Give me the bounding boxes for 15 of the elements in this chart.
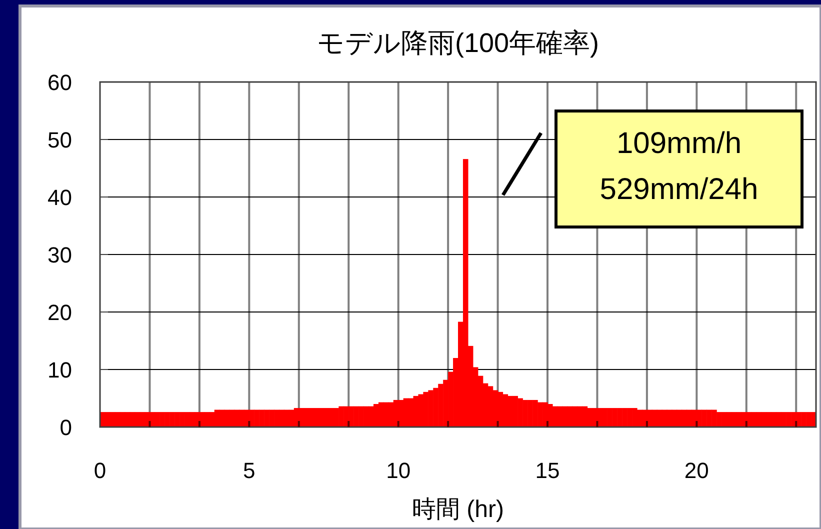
y-tick-label: 10 — [48, 358, 72, 382]
x-axis-title: 時間 (hr) — [412, 496, 504, 523]
y-tick-label: 50 — [48, 128, 72, 152]
x-tick-label: 0 — [94, 458, 106, 483]
chart-title: モデル降雨(100年確率) — [316, 28, 600, 58]
x-tick-label: 10 — [386, 458, 411, 483]
x-tick-label: 15 — [535, 458, 560, 483]
y-tick-label: 60 — [48, 70, 72, 95]
y-tick-label: 20 — [48, 300, 72, 325]
x-tick-label: 20 — [684, 458, 709, 483]
y-tick-label: 40 — [48, 185, 72, 210]
y-tick-label: 30 — [48, 242, 72, 268]
y-tick-label: 0 — [60, 415, 72, 440]
x-tick-label: 5 — [243, 458, 256, 483]
annotation: 109mm/h 529mm/24h — [600, 127, 758, 206]
